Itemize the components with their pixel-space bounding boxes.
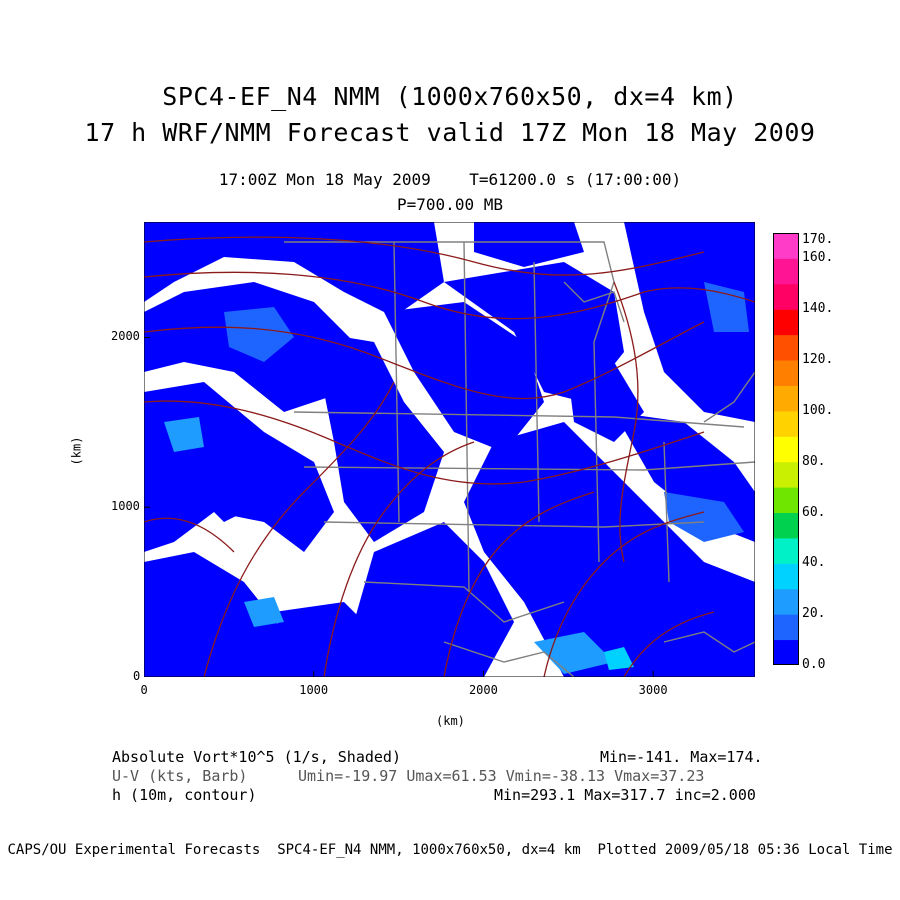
x-tick-label: 1000 <box>299 683 329 697</box>
axis-ticks <box>144 336 654 677</box>
legend-vorticity-name: Absolute Vort*10^5 (1/s, Shaded) <box>112 748 401 766</box>
colorbar-label: 170. <box>802 232 834 247</box>
colorbar-swatch <box>773 588 799 615</box>
footer-credits: CAPS/OU Experimental Forecasts SPC4-EF_N… <box>7 842 893 858</box>
height-contours <box>144 236 755 677</box>
legend-wind-stats: Umin=-19.97 Umax=61.53 Vmin=-38.13 Vmax=… <box>298 767 705 785</box>
colorbar-label: 80. <box>802 453 826 469</box>
colorbar-swatch <box>773 233 799 259</box>
y-tick-label: 2000 <box>111 329 140 344</box>
colorbar-swatch <box>773 639 799 665</box>
legend-vorticity-stats: Min=-141. Max=174. <box>600 748 763 766</box>
x-tick-label: 2000 <box>468 683 498 697</box>
x-tick-label: 3000 <box>638 683 668 697</box>
colorbar-swatch <box>773 461 799 488</box>
y-tick-label: 1000 <box>111 499 140 514</box>
colorbar-swatch <box>773 334 799 361</box>
colorbar-label: 100. <box>802 402 834 418</box>
legend-wind-name: U-V (kts, Barb) <box>112 767 248 785</box>
y-tick-label: 0 <box>133 669 141 683</box>
vorticity-shading <box>144 222 755 677</box>
colorbar-swatch <box>773 487 799 514</box>
colorbar-swatch <box>773 563 799 590</box>
colorbar-swatch <box>773 309 799 336</box>
colorbar-swatch <box>773 410 799 437</box>
colorbar-swatch <box>773 360 799 386</box>
colorbar-label: 40. <box>802 555 826 571</box>
y-axis-label: (km) <box>69 436 84 466</box>
colorbar-frame <box>773 233 799 665</box>
title-line-1: SPC4-EF_N4 NMM (1000x760x50, dx=4 km) <box>162 82 738 111</box>
vorticity-map <box>144 222 755 677</box>
colorbar-label: 20. <box>802 606 826 622</box>
vorticity-light-patches <box>164 282 749 674</box>
time-line: 17:00Z Mon 18 May 2009 T=61200.0 s (17:0… <box>218 170 682 189</box>
colorbar-swatch <box>773 385 799 412</box>
colorbar-label: 120. <box>802 352 834 368</box>
level-line: P=700.00 MB <box>397 195 503 214</box>
colorbar-swatch <box>773 258 799 285</box>
colorbar-swatch <box>773 614 799 641</box>
colorbar-swatch <box>773 537 799 564</box>
title-line-2: 17 h WRF/NMM Forecast valid 17Z Mon 18 M… <box>84 118 816 147</box>
colorbar-swatch <box>773 283 799 310</box>
colorbar <box>773 233 799 665</box>
state-borders <box>284 241 755 677</box>
x-tick-label: 0 <box>140 683 148 697</box>
colorbar-label: 0.0 <box>802 657 826 672</box>
colorbar-swatch <box>773 512 799 539</box>
colorbar-label: 160. <box>802 250 834 266</box>
colorbar-swatch <box>773 436 799 463</box>
colorbar-label: 60. <box>802 504 826 520</box>
legend-height-name: h (10m, contour) <box>112 786 257 804</box>
legend-height-stats: Min=293.1 Max=317.7 inc=2.000 <box>494 786 756 804</box>
colorbar-label: 140. <box>802 301 834 317</box>
x-axis-label: (km) <box>436 714 465 728</box>
